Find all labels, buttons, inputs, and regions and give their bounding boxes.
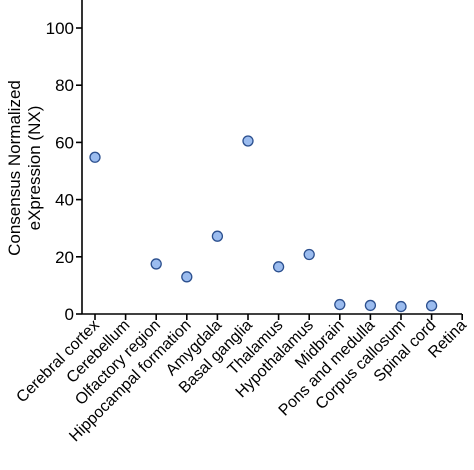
y-axis-title: Consensus Normalized eXpression (NX)	[5, 80, 44, 256]
y-tick-label: 20	[55, 248, 74, 267]
data-point	[334, 298, 346, 311]
data-point	[242, 135, 254, 147]
y-axis-title-line-1: Consensus Normalized	[5, 80, 24, 256]
data-point	[150, 258, 162, 270]
y-ticks: 0 20 40 60 80 100	[46, 19, 82, 324]
y-tick-label: 100	[46, 19, 74, 38]
data-point	[364, 299, 377, 312]
y-axis-title-line-2: eXpression (NX)	[25, 106, 44, 231]
data-point	[89, 151, 101, 163]
y-tick-label: 40	[55, 191, 74, 210]
data-point	[272, 261, 285, 273]
data-point	[181, 271, 193, 283]
data-point	[395, 300, 407, 313]
axes	[81, 0, 462, 315]
data-points	[89, 135, 438, 313]
data-point	[211, 230, 224, 242]
data-point	[303, 248, 315, 261]
data-point	[425, 300, 438, 312]
y-tick-label: 0	[65, 305, 74, 324]
y-tick-label: 80	[55, 76, 74, 95]
y-tick-label: 60	[55, 133, 74, 152]
